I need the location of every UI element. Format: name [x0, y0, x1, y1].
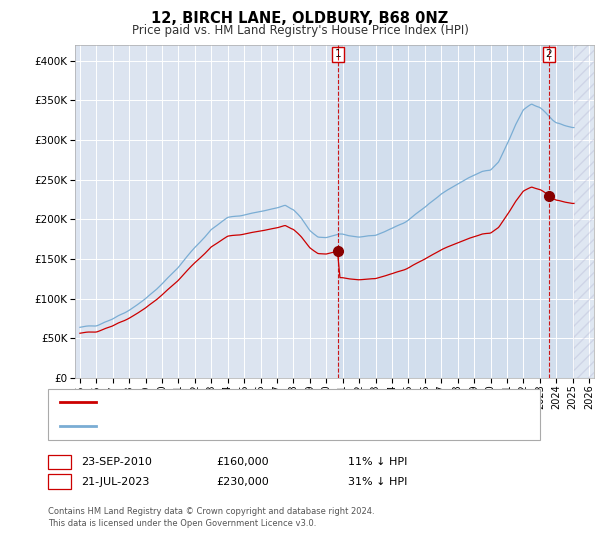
Text: 12, BIRCH LANE, OLDBURY, B68 0NZ: 12, BIRCH LANE, OLDBURY, B68 0NZ: [151, 11, 449, 26]
Text: £230,000: £230,000: [216, 477, 269, 487]
Text: 12, BIRCH LANE, OLDBURY, B68 0NZ (detached house): 12, BIRCH LANE, OLDBURY, B68 0NZ (detach…: [105, 396, 378, 407]
Text: 1: 1: [335, 49, 341, 59]
Text: £160,000: £160,000: [216, 457, 269, 467]
Text: 1: 1: [56, 457, 63, 467]
Text: HPI: Average price, detached house, Sandwell: HPI: Average price, detached house, Sand…: [105, 421, 335, 431]
Text: 31% ↓ HPI: 31% ↓ HPI: [348, 477, 407, 487]
Text: Price paid vs. HM Land Registry's House Price Index (HPI): Price paid vs. HM Land Registry's House …: [131, 24, 469, 37]
Text: 2: 2: [545, 49, 552, 59]
Bar: [338, 45, 594, 378]
Text: 23-SEP-2010: 23-SEP-2010: [81, 457, 152, 467]
Text: 2: 2: [56, 477, 63, 487]
Text: Contains HM Land Registry data © Crown copyright and database right 2024.
This d: Contains HM Land Registry data © Crown c…: [48, 507, 374, 528]
Text: 21-JUL-2023: 21-JUL-2023: [81, 477, 149, 487]
Text: 11% ↓ HPI: 11% ↓ HPI: [348, 457, 407, 467]
